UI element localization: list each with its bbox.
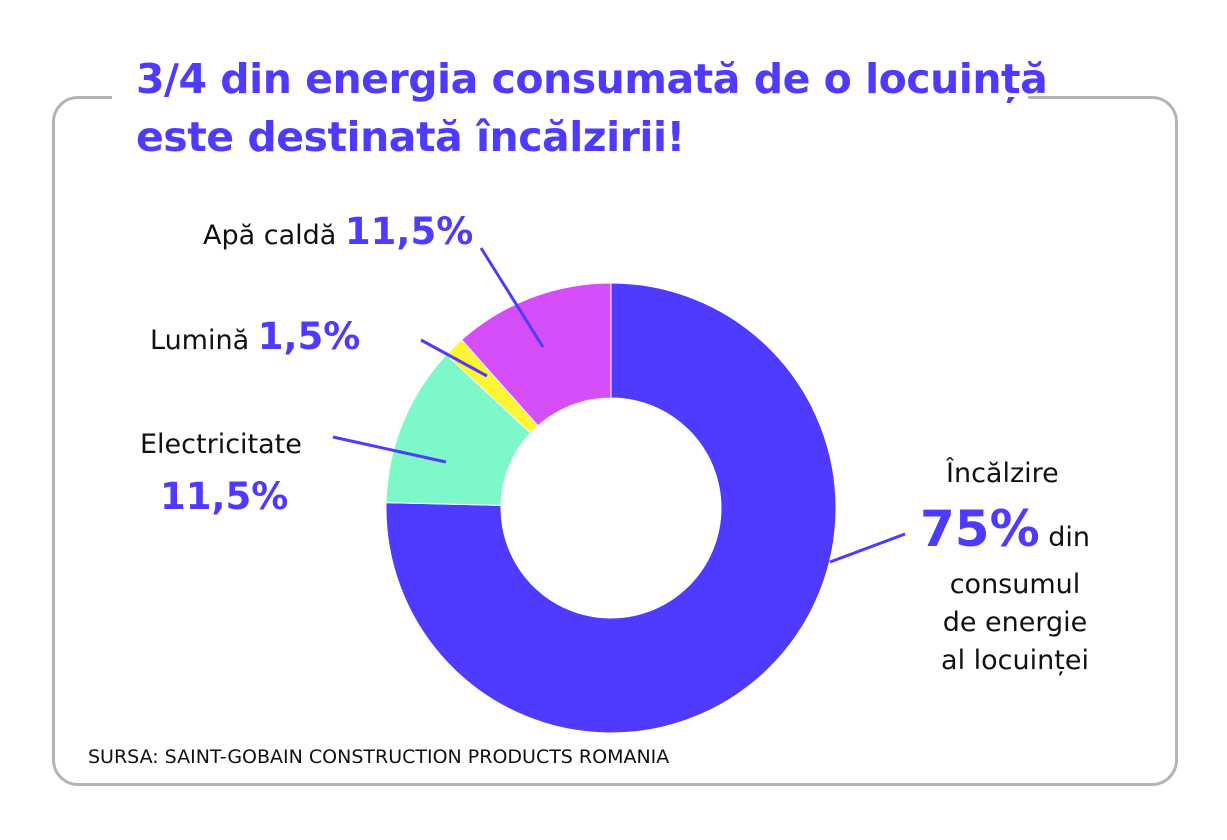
slice-label-apa-calda: Apă caldă <box>203 220 337 251</box>
label-apa-calda: Apă caldă 11,5% <box>203 210 473 253</box>
label-lumina: Lumină 1,5% <box>150 315 360 358</box>
label-electricitate: Electricitate 11,5% <box>140 425 302 517</box>
slice-value-incalzire: 75% <box>920 500 1040 558</box>
slice-value-electricitate: 11,5% <box>160 475 289 518</box>
incalzire-line-4: al locuinței <box>941 645 1089 676</box>
slice-label-electricitate: Electricitate <box>140 429 302 460</box>
slice-value-apa-calda: 11,5% <box>344 210 474 253</box>
leader-line-electricitate <box>332 435 447 464</box>
source-note: SURSA: SAINT-GOBAIN CONSTRUCTION PRODUCT… <box>88 746 670 768</box>
chart-title: 3/4 din energia consumată de o locuință … <box>136 50 1048 166</box>
incalzire-value-row: 75% din <box>920 501 1110 566</box>
incalzire-line-3: de energie <box>942 607 1088 638</box>
slice-label-lumina: Lumină <box>150 325 250 356</box>
slice-incalzire <box>385 282 837 734</box>
leader-lines <box>332 247 906 564</box>
slice-value-lumina: 1,5% <box>257 315 361 358</box>
label-incalzire: Încălzire 75% din consumul de energie al… <box>920 455 1110 680</box>
leader-line-lumina <box>420 338 488 378</box>
incalzire-line-2: consumul <box>949 569 1081 600</box>
title-line-2: este destinată încălzirii! <box>136 113 685 161</box>
leader-line-incalzire <box>829 532 906 564</box>
slice-apa-calda <box>460 282 612 427</box>
slice-label-incalzire: Încălzire <box>946 458 1059 489</box>
incalzire-suffix: din <box>1048 522 1091 553</box>
title-background <box>112 50 1028 150</box>
leader-line-apa-calda <box>479 247 545 348</box>
donut-slices <box>385 282 837 734</box>
title-line-1: 3/4 din energia consumată de o locuință <box>136 55 1048 103</box>
